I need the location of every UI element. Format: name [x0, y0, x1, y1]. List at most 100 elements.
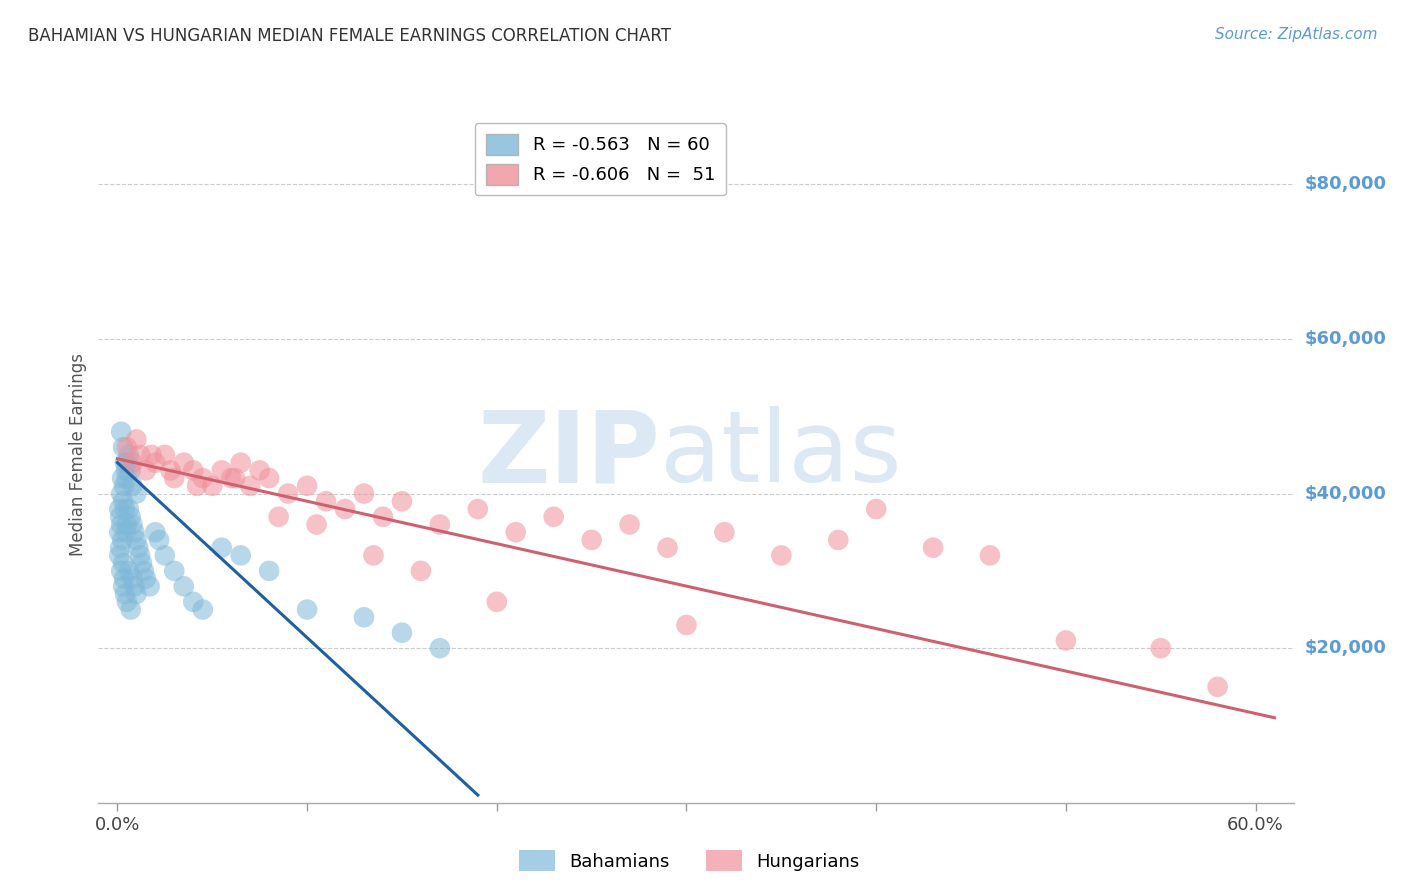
Point: [115, 595, 138, 609]
Point: [111, 471, 134, 485]
Text: ZIP: ZIP: [477, 407, 661, 503]
Point: [110, 509, 132, 524]
Point: [148, 533, 170, 547]
Point: [141, 448, 163, 462]
Point: [125, 533, 148, 547]
Point: [112, 572, 135, 586]
Point: [108, 549, 131, 563]
Point: [485, 595, 508, 609]
Y-axis label: Median Female Earnings: Median Female Earnings: [69, 353, 87, 557]
Point: [118, 448, 141, 462]
Point: [675, 618, 697, 632]
Point: [181, 463, 204, 477]
Text: $80,000: $80,000: [1305, 176, 1386, 194]
Point: [125, 486, 148, 500]
Legend: R = -0.563   N = 60, R = -0.606   N =  51: R = -0.563 N = 60, R = -0.606 N = 51: [475, 123, 725, 195]
Point: [353, 610, 375, 624]
Point: [115, 463, 138, 477]
Point: [865, 502, 887, 516]
Point: [173, 456, 195, 470]
Point: [153, 448, 176, 462]
Point: [115, 517, 138, 532]
Point: [118, 502, 141, 516]
Point: [827, 533, 849, 547]
Point: [409, 564, 432, 578]
Point: [108, 502, 131, 516]
Point: [125, 587, 148, 601]
Text: atlas: atlas: [661, 407, 901, 503]
Text: $20,000: $20,000: [1305, 640, 1386, 657]
Point: [191, 602, 214, 616]
Point: [112, 440, 135, 454]
Text: Source: ZipAtlas.com: Source: ZipAtlas.com: [1215, 27, 1378, 42]
Point: [713, 525, 735, 540]
Point: [211, 463, 233, 477]
Point: [305, 517, 328, 532]
Point: [135, 572, 157, 586]
Point: [143, 525, 166, 540]
Point: [112, 479, 135, 493]
Point: [112, 579, 135, 593]
Point: [121, 517, 143, 532]
Point: [163, 471, 186, 485]
Point: [1054, 633, 1077, 648]
Point: [181, 595, 204, 609]
Point: [581, 533, 603, 547]
Point: [110, 486, 132, 500]
Point: [135, 463, 157, 477]
Point: [114, 456, 136, 470]
Point: [363, 549, 385, 563]
Point: [163, 564, 186, 578]
Point: [110, 517, 132, 532]
Point: [114, 587, 136, 601]
Point: [295, 602, 318, 616]
Point: [391, 494, 413, 508]
Point: [333, 502, 356, 516]
Point: [132, 564, 155, 578]
Point: [159, 463, 181, 477]
Point: [505, 525, 527, 540]
Point: [257, 564, 280, 578]
Point: [115, 471, 138, 485]
Point: [315, 494, 337, 508]
Point: [191, 471, 214, 485]
Point: [173, 579, 195, 593]
Point: [124, 525, 146, 540]
Point: [979, 549, 1001, 563]
Point: [127, 541, 149, 555]
Point: [121, 456, 143, 470]
Point: [120, 509, 142, 524]
Point: [770, 549, 793, 563]
Point: [429, 641, 451, 656]
Point: [277, 486, 299, 500]
Point: [1150, 641, 1173, 656]
Text: BAHAMIAN VS HUNGARIAN MEDIAN FEMALE EARNINGS CORRELATION CHART: BAHAMIAN VS HUNGARIAN MEDIAN FEMALE EARN…: [28, 27, 671, 45]
Point: [1206, 680, 1229, 694]
Point: [229, 456, 252, 470]
Point: [110, 541, 132, 555]
Point: [153, 549, 176, 563]
Point: [467, 502, 489, 516]
Point: [201, 479, 224, 493]
Point: [619, 517, 641, 532]
Point: [143, 456, 166, 470]
Legend: Bahamians, Hungarians: Bahamians, Hungarians: [512, 843, 866, 879]
Point: [129, 549, 152, 563]
Point: [229, 549, 252, 563]
Point: [129, 448, 152, 462]
Point: [115, 456, 138, 470]
Point: [353, 486, 375, 500]
Point: [543, 509, 565, 524]
Point: [249, 463, 271, 477]
Point: [391, 625, 413, 640]
Point: [121, 479, 143, 493]
Point: [186, 479, 208, 493]
Point: [112, 494, 135, 508]
Point: [131, 556, 153, 570]
Text: $40,000: $40,000: [1305, 484, 1386, 502]
Point: [112, 556, 135, 570]
Point: [211, 541, 233, 555]
Text: $60,000: $60,000: [1305, 330, 1386, 348]
Point: [115, 525, 138, 540]
Point: [267, 509, 290, 524]
